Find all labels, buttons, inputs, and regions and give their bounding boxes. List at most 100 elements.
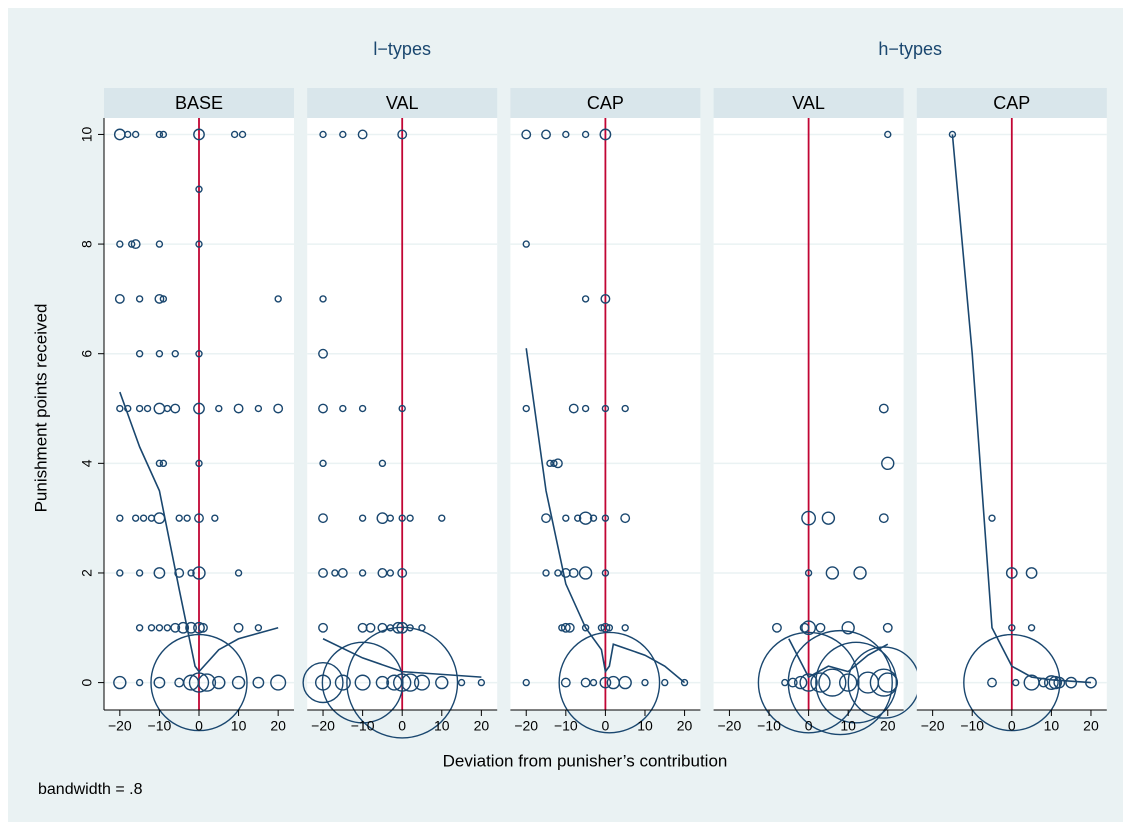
- y-tick-label: 4: [79, 459, 95, 467]
- bubble: [116, 404, 124, 413]
- bubble: [601, 514, 610, 522]
- bubble: [116, 569, 124, 577]
- bubble: [135, 678, 144, 687]
- bubble: [581, 624, 590, 632]
- bubble: [318, 568, 328, 578]
- bubble: [195, 240, 203, 248]
- bubble: [578, 511, 593, 525]
- bubble: [397, 568, 408, 578]
- bubble: [541, 129, 551, 140]
- bubble: [1025, 567, 1038, 579]
- bubble: [318, 513, 328, 524]
- x-tick-label: 20: [1083, 718, 1099, 734]
- bubble: [302, 661, 344, 704]
- bubble: [477, 678, 486, 687]
- bubble: [130, 239, 141, 250]
- x-axis-label: Deviation from punisher’s contribution: [443, 751, 728, 770]
- bubble: [234, 569, 243, 577]
- note: bandwidth = .8: [38, 781, 143, 798]
- bubble: [589, 514, 598, 522]
- bubble: [116, 514, 124, 522]
- bubble: [398, 514, 406, 522]
- x-tick-label: 0: [195, 718, 203, 734]
- bubble: [135, 624, 144, 632]
- bubble: [150, 633, 248, 732]
- bubble: [339, 404, 347, 413]
- bubble: [568, 568, 579, 578]
- x-tick-label: −10: [554, 718, 578, 734]
- bubble: [159, 130, 168, 139]
- bubble: [358, 514, 367, 522]
- bubble: [562, 514, 570, 522]
- bubble: [188, 672, 210, 693]
- bubble: [233, 403, 244, 414]
- bubble: [238, 130, 247, 139]
- bubble: [1012, 678, 1020, 687]
- bubble: [177, 621, 190, 634]
- bubble: [542, 569, 550, 577]
- bubble: [799, 673, 818, 692]
- bubble: [400, 673, 420, 692]
- bubble: [541, 513, 551, 524]
- bubble: [187, 569, 195, 577]
- bubble: [601, 404, 610, 413]
- bubble: [386, 569, 395, 577]
- bubble: [386, 514, 395, 522]
- bubble: [192, 566, 206, 580]
- panel-title: VAL: [792, 93, 825, 113]
- bubble: [195, 350, 203, 358]
- bubble: [1005, 567, 1018, 579]
- bubble: [601, 569, 610, 577]
- bubble: [318, 348, 328, 359]
- bubble: [116, 240, 124, 248]
- x-tick-label: 10: [434, 718, 450, 734]
- bubble: [357, 129, 368, 140]
- bubble: [825, 566, 840, 580]
- x-tick-label: −10: [148, 718, 172, 734]
- x-tick-label: 0: [602, 718, 610, 734]
- bubble: [838, 673, 858, 692]
- bubble: [135, 295, 144, 303]
- bubble: [270, 674, 287, 691]
- bubble: [438, 514, 446, 522]
- bubble: [988, 514, 996, 522]
- bubble: [354, 674, 371, 691]
- bubble: [131, 514, 140, 522]
- x-tick-label: −20: [311, 718, 335, 734]
- bubble: [346, 626, 459, 739]
- bubble: [1043, 675, 1059, 691]
- bubble: [599, 128, 612, 141]
- bubble: [564, 622, 575, 633]
- x-tick-label: −20: [921, 718, 945, 734]
- bubble: [884, 130, 892, 139]
- bubble: [358, 404, 367, 413]
- bubble: [159, 459, 168, 468]
- lowess-line: [322, 638, 482, 678]
- bubble: [581, 295, 590, 303]
- y-tick-label: 8: [79, 240, 95, 248]
- bubble: [193, 402, 205, 415]
- bubble: [378, 459, 387, 468]
- panel-title: CAP: [587, 93, 624, 113]
- lowess-line: [119, 391, 279, 673]
- bubble: [435, 675, 449, 690]
- bubble: [680, 678, 689, 687]
- bubble: [804, 569, 813, 577]
- bubble: [198, 622, 208, 633]
- x-tick-label: −20: [718, 718, 742, 734]
- bubble: [1048, 675, 1063, 690]
- bubble: [155, 240, 164, 248]
- bubble: [573, 514, 582, 522]
- bubble: [155, 130, 164, 139]
- group-label: l−types: [373, 39, 431, 59]
- bubble: [821, 511, 836, 525]
- x-tick-label: −20: [514, 718, 538, 734]
- bubble: [185, 621, 197, 634]
- bubble: [397, 129, 408, 140]
- bubble: [1065, 676, 1078, 689]
- x-tick-label: 0: [1008, 718, 1016, 734]
- bubble: [128, 240, 136, 248]
- x-tick-label: 10: [1044, 718, 1060, 734]
- bubble: [155, 624, 164, 632]
- bubble: [211, 514, 219, 522]
